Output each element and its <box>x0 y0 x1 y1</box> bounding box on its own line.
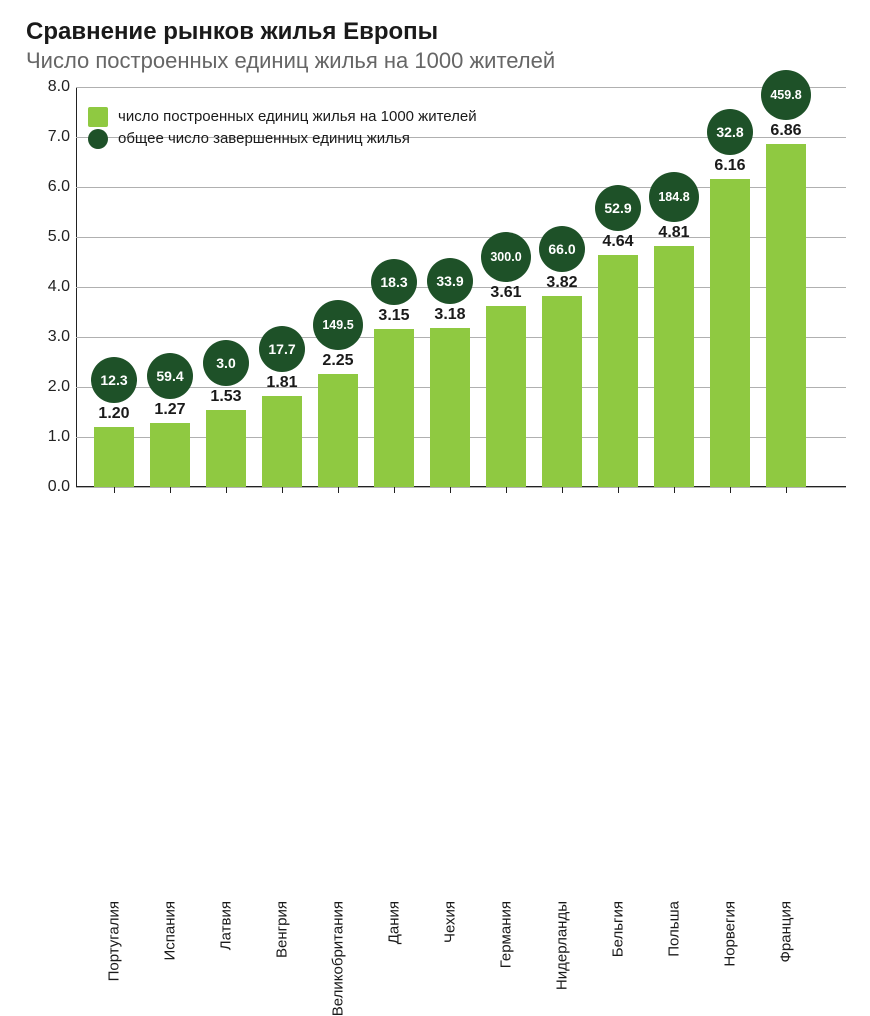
bar <box>598 255 638 487</box>
bar-value-label: 1.20 <box>98 405 129 423</box>
bar <box>150 423 190 487</box>
y-tick-label: 4.0 <box>26 278 70 296</box>
y-tick-label: 6.0 <box>26 178 70 196</box>
plot-area: число построенных единиц жилья на 1000 ж… <box>76 87 846 487</box>
category-label: Латвия <box>218 895 235 950</box>
bar-value-label: 6.16 <box>714 157 745 175</box>
category-label: Великобритания <box>330 895 347 1016</box>
x-tick <box>786 487 787 493</box>
y-tick-label: 7.0 <box>26 128 70 146</box>
x-tick <box>394 487 395 493</box>
category-label: Испания <box>162 895 179 961</box>
legend: число построенных единиц жилья на 1000 ж… <box>88 105 477 151</box>
category-label: Венгрия <box>274 895 291 958</box>
bubble: 33.9 <box>427 258 473 304</box>
bar <box>262 396 302 487</box>
bar-value-label: 3.15 <box>378 307 409 325</box>
chart-subtitle: Число построенных единиц жилья на 1000 ж… <box>26 48 850 73</box>
bubble: 149.5 <box>313 300 363 350</box>
bubble: 459.8 <box>761 70 811 120</box>
legend-row-bubble: общее число завершенных единиц жилья <box>88 129 477 149</box>
x-tick <box>226 487 227 493</box>
bar-value-label: 1.81 <box>266 374 297 392</box>
chart-container: Сравнение рынков жилья Европы Число пост… <box>0 0 870 617</box>
bubble: 184.8 <box>649 172 699 222</box>
x-tick <box>450 487 451 493</box>
chart-title: Сравнение рынков жилья Европы <box>26 18 850 46</box>
bubble: 12.3 <box>91 357 137 403</box>
bubble: 300.0 <box>481 232 531 282</box>
y-tick-label: 1.0 <box>26 428 70 446</box>
x-tick <box>114 487 115 493</box>
bar-value-label: 1.53 <box>210 388 241 406</box>
bubble: 52.9 <box>595 185 641 231</box>
bubble: 3.0 <box>203 340 249 386</box>
chart-area: число построенных единиц жилья на 1000 ж… <box>26 87 846 507</box>
x-tick <box>674 487 675 493</box>
x-tick <box>282 487 283 493</box>
bar <box>430 328 470 487</box>
bar-value-label: 6.86 <box>770 122 801 140</box>
category-label: Германия <box>498 895 515 968</box>
x-tick <box>562 487 563 493</box>
x-tick <box>170 487 171 493</box>
bar <box>318 374 358 487</box>
bar-value-label: 4.81 <box>658 224 689 242</box>
bar-value-label: 1.27 <box>154 401 185 419</box>
legend-swatch-bar <box>88 107 108 127</box>
y-tick-label: 5.0 <box>26 228 70 246</box>
bar <box>542 296 582 487</box>
y-tick-label: 0.0 <box>26 478 70 496</box>
bar-value-label: 2.25 <box>322 352 353 370</box>
category-label: Франция <box>778 895 795 962</box>
legend-label-bar: число построенных единиц жилья на 1000 ж… <box>118 108 477 125</box>
legend-swatch-bubble <box>88 129 108 149</box>
bar-value-label: 3.18 <box>434 306 465 324</box>
legend-row-bar: число построенных единиц жилья на 1000 ж… <box>88 107 477 127</box>
bubble: 17.7 <box>259 326 305 372</box>
bubble: 32.8 <box>707 109 753 155</box>
gridline <box>76 87 846 88</box>
bar <box>654 246 694 487</box>
legend-label-bubble: общее число завершенных единиц жилья <box>118 130 410 147</box>
category-label: Бельгия <box>610 895 627 957</box>
category-label: Чехия <box>442 895 459 943</box>
category-label: Польша <box>666 895 683 957</box>
bar-value-label: 3.61 <box>490 284 521 302</box>
category-label: Португалия <box>106 895 123 981</box>
x-tick <box>618 487 619 493</box>
bubble: 18.3 <box>371 259 417 305</box>
bar <box>206 410 246 487</box>
bar-value-label: 3.82 <box>546 274 577 292</box>
x-tick <box>338 487 339 493</box>
y-tick-label: 8.0 <box>26 78 70 96</box>
category-label: Дания <box>386 895 403 944</box>
x-tick <box>730 487 731 493</box>
bubble: 66.0 <box>539 226 585 272</box>
bar <box>486 306 526 487</box>
bar-value-label: 4.64 <box>602 233 633 251</box>
category-label: Норвегия <box>722 895 739 967</box>
y-tick-label: 2.0 <box>26 378 70 396</box>
bar <box>374 329 414 487</box>
bar <box>94 427 134 487</box>
bubble: 59.4 <box>147 353 193 399</box>
bar <box>710 179 750 487</box>
x-tick <box>506 487 507 493</box>
y-tick-label: 3.0 <box>26 328 70 346</box>
category-label: Нидерланды <box>554 895 571 990</box>
bar <box>766 144 806 487</box>
